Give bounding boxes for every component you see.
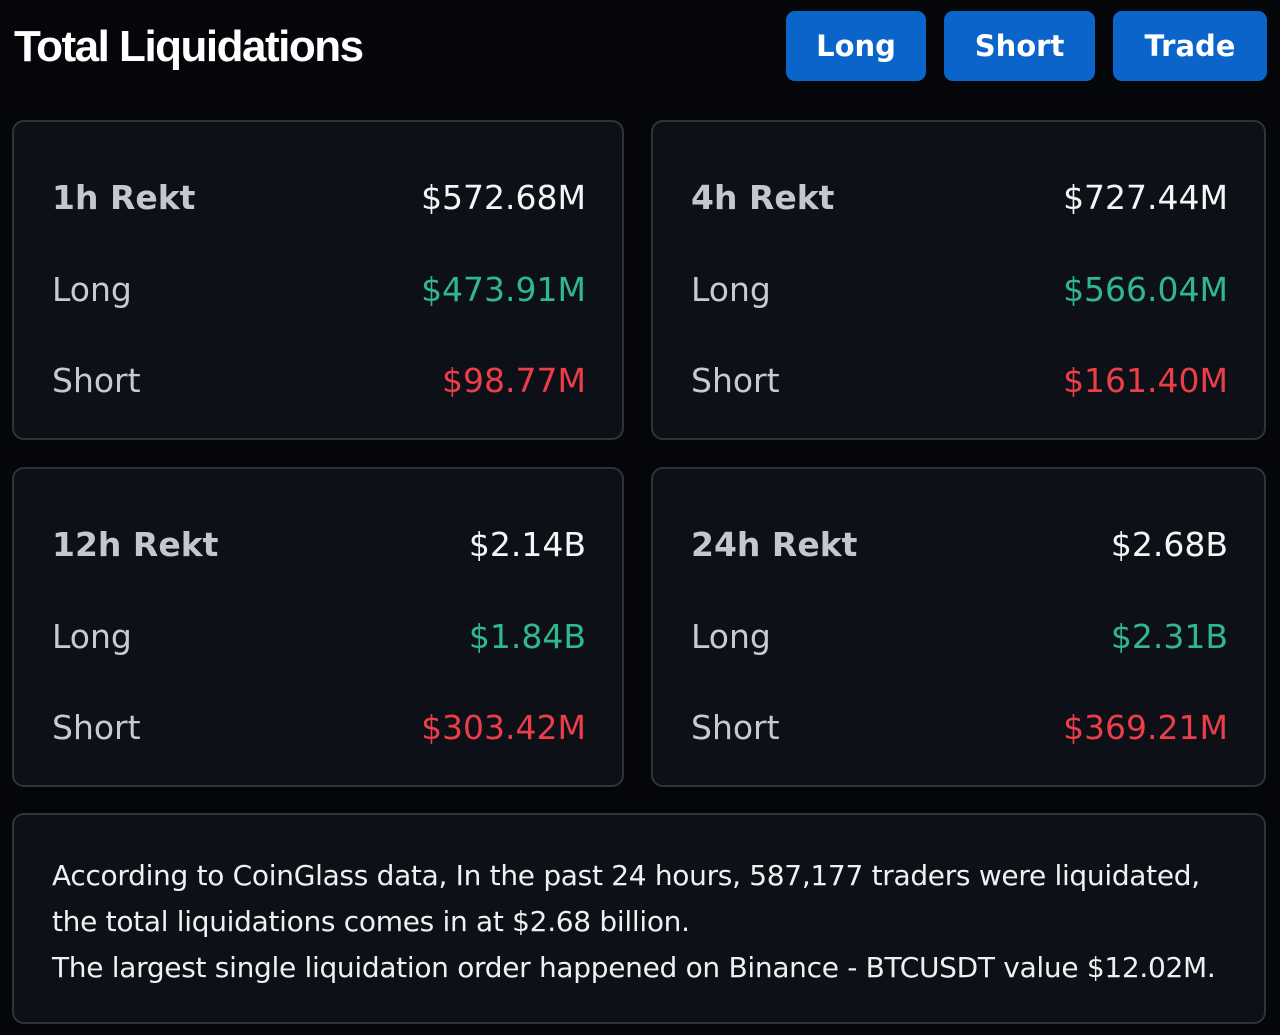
total-value: $727.44M [1063, 177, 1228, 217]
rekt-card-24h: 24h Rekt $2.68B Long $2.31B Short $369.2… [651, 467, 1266, 787]
summary-panel: According to CoinGlass data, In the past… [12, 813, 1266, 1024]
total-row: 12h Rekt $2.14B [52, 521, 586, 567]
short-value: $98.77M [442, 360, 586, 400]
short-label: Short [52, 707, 141, 747]
short-value: $369.21M [1063, 707, 1228, 747]
long-row: Long $566.04M [691, 266, 1228, 312]
summary-text: According to CoinGlass data, In the past… [52, 859, 1200, 938]
short-value: $303.42M [421, 707, 586, 747]
long-label: Long [691, 269, 771, 309]
rekt-card-1h: 1h Rekt $572.68M Long $473.91M Short $98… [12, 120, 624, 440]
long-label: Long [691, 616, 771, 656]
short-row: Short $98.77M [52, 357, 586, 403]
long-row: Long $473.91M [52, 266, 586, 312]
long-button[interactable]: Long [786, 11, 926, 81]
long-row: Long $2.31B [691, 613, 1228, 659]
total-value: $2.14B [468, 524, 586, 564]
short-value: $161.40M [1063, 360, 1228, 400]
short-row: Short $303.42M [52, 704, 586, 750]
short-row: Short $161.40M [691, 357, 1228, 403]
long-value: $473.91M [421, 269, 586, 309]
total-value: $572.68M [421, 177, 586, 217]
short-row: Short $369.21M [691, 704, 1228, 750]
total-row: 4h Rekt $727.44M [691, 174, 1228, 220]
total-value: $2.68B [1110, 524, 1228, 564]
long-label: Long [52, 616, 132, 656]
card-title: 12h Rekt [52, 524, 219, 564]
rekt-card-4h: 4h Rekt $727.44M Long $566.04M Short $16… [651, 120, 1266, 440]
short-label: Short [691, 360, 780, 400]
page-title: Total Liquidations [14, 22, 364, 71]
total-row: 24h Rekt $2.68B [691, 521, 1228, 567]
short-button[interactable]: Short [944, 11, 1095, 81]
trade-button[interactable]: Trade [1113, 11, 1267, 81]
short-label: Short [691, 707, 780, 747]
long-label: Long [52, 269, 132, 309]
long-value: $1.84B [468, 616, 586, 656]
short-label: Short [52, 360, 141, 400]
total-row: 1h Rekt $572.68M [52, 174, 586, 220]
largest-order-text: The largest single liquidation order hap… [52, 951, 1216, 984]
card-title: 24h Rekt [691, 524, 858, 564]
rekt-card-12h: 12h Rekt $2.14B Long $1.84B Short $303.4… [12, 467, 624, 787]
card-title: 1h Rekt [52, 177, 196, 217]
card-title: 4h Rekt [691, 177, 835, 217]
long-value: $2.31B [1110, 616, 1228, 656]
long-row: Long $1.84B [52, 613, 586, 659]
long-value: $566.04M [1063, 269, 1228, 309]
